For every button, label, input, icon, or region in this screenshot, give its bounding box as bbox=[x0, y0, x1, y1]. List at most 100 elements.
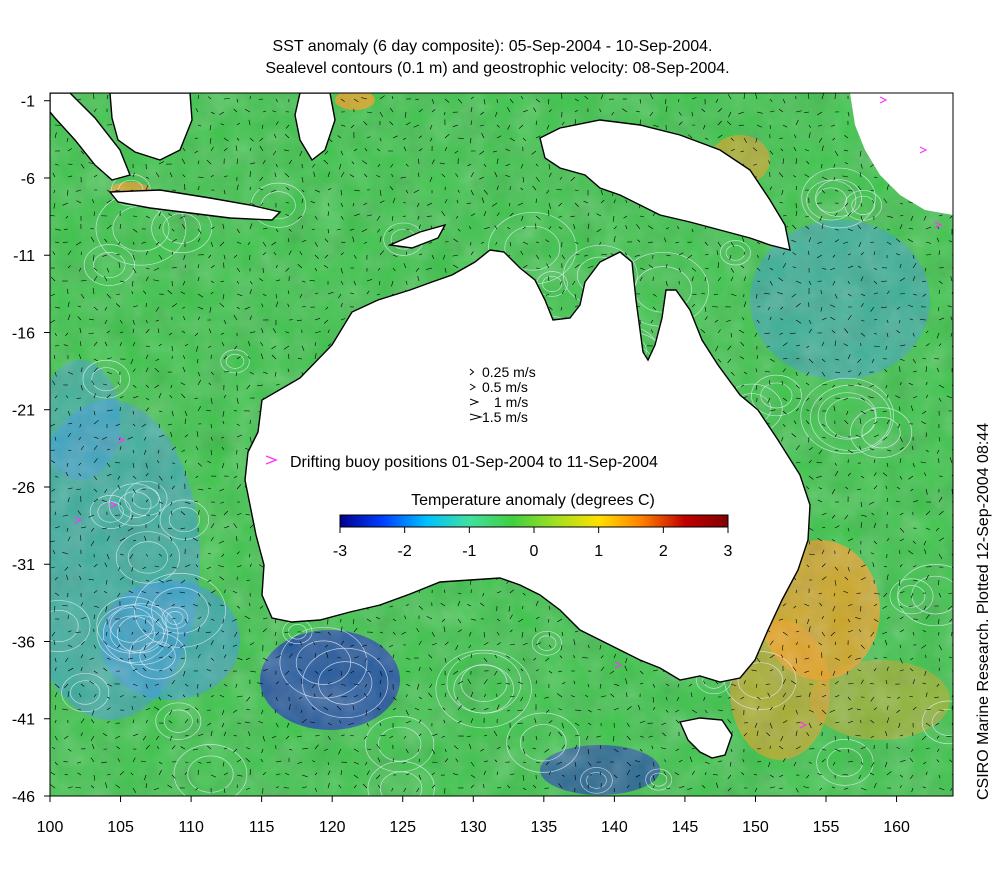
velocity-arrow bbox=[323, 706, 329, 711]
velocity-arrow bbox=[366, 136, 371, 139]
velocity-arrow bbox=[158, 254, 163, 260]
velocity-arrow bbox=[353, 748, 359, 752]
velocity-arrow bbox=[455, 215, 459, 219]
velocity-arrow bbox=[338, 163, 342, 170]
velocity-arrow bbox=[522, 264, 528, 269]
velocity-arrow bbox=[439, 162, 446, 165]
velocity-arrow bbox=[496, 746, 501, 750]
velocity-arrow bbox=[431, 761, 438, 764]
velocity-arrow bbox=[544, 748, 550, 753]
velocity-arrow bbox=[793, 605, 797, 609]
velocity-arrow bbox=[922, 280, 927, 283]
velocity-arrow bbox=[717, 277, 722, 282]
velocity-arrow bbox=[444, 641, 449, 646]
sealevel-contour bbox=[108, 483, 162, 527]
velocity-arrow bbox=[210, 618, 215, 621]
velocity-arrow bbox=[805, 774, 810, 779]
velocity-arrow bbox=[832, 670, 836, 676]
velocity-arrow bbox=[678, 252, 684, 256]
velocity-arrow bbox=[713, 293, 719, 296]
velocity-arrow bbox=[413, 189, 420, 194]
velocity-arrow bbox=[418, 108, 423, 113]
velocity-arrow bbox=[207, 552, 212, 555]
velocity-arrow bbox=[106, 774, 111, 776]
velocity-arrow bbox=[938, 667, 940, 672]
velocity-arrow bbox=[806, 371, 810, 376]
velocity-arrow bbox=[132, 787, 137, 793]
velocity-arrow bbox=[171, 745, 176, 750]
velocity-arrow bbox=[353, 280, 356, 286]
velocity-arrow bbox=[795, 709, 798, 715]
velocity-arrow bbox=[80, 683, 85, 687]
velocity-arrow bbox=[548, 109, 552, 113]
velocity-arrow bbox=[899, 263, 902, 269]
sealevel-contour bbox=[531, 630, 562, 656]
velocity-arrow bbox=[145, 683, 148, 689]
velocity-arrow bbox=[353, 213, 360, 217]
velocity-arrow bbox=[639, 98, 642, 104]
velocity-arrow bbox=[247, 356, 251, 360]
velocity-arrow bbox=[454, 150, 459, 154]
velocity-arrow bbox=[244, 109, 251, 113]
velocity-arrow bbox=[583, 200, 589, 204]
velocity-arrow bbox=[522, 642, 528, 646]
velocity-arrow bbox=[158, 434, 165, 438]
velocity-arrow bbox=[210, 291, 214, 295]
velocity-arrow bbox=[871, 358, 875, 364]
velocity-arrow bbox=[145, 472, 149, 477]
velocity-arrow bbox=[53, 605, 56, 612]
velocity-arrow bbox=[651, 745, 654, 750]
velocity-arrow bbox=[467, 679, 472, 685]
velocity-arrow bbox=[781, 380, 784, 386]
velocity-arrow bbox=[431, 748, 436, 755]
sealevel-contour bbox=[826, 747, 863, 777]
velocity-arrow bbox=[195, 787, 199, 791]
velocity-arrow bbox=[842, 773, 849, 776]
velocity-arrow bbox=[78, 693, 82, 698]
velocity-arrow bbox=[91, 380, 95, 386]
velocity-arrow bbox=[896, 330, 901, 334]
velocity-arrow bbox=[882, 436, 888, 441]
velocity-arrow bbox=[353, 98, 359, 103]
velocity-arrow bbox=[924, 670, 927, 676]
velocity-arrow bbox=[145, 499, 149, 503]
velocity-arrow bbox=[145, 185, 149, 191]
velocity-legend-label: 0.25 m/s bbox=[482, 364, 536, 380]
velocity-arrow bbox=[756, 254, 759, 258]
velocity-arrow bbox=[67, 644, 73, 648]
velocity-arrow bbox=[93, 475, 97, 480]
velocity-arrow bbox=[431, 643, 437, 646]
velocity-arrow bbox=[808, 328, 812, 334]
velocity-arrow bbox=[793, 146, 797, 152]
sealevel-contour bbox=[911, 575, 953, 615]
sealevel-contour bbox=[302, 647, 389, 719]
velocity-arrow bbox=[831, 329, 836, 334]
velocity-arrow bbox=[340, 252, 344, 256]
velocity-arrow bbox=[778, 172, 784, 178]
velocity-arrow bbox=[808, 722, 812, 729]
velocity-arrow bbox=[119, 280, 125, 283]
velocity-arrow bbox=[792, 666, 797, 672]
velocity-arrow bbox=[180, 527, 186, 530]
velocity-arrow bbox=[885, 679, 888, 685]
velocity-arrow bbox=[103, 667, 108, 672]
velocity-arrow bbox=[106, 267, 110, 273]
velocity-arrow bbox=[114, 462, 121, 464]
velocity-arrow bbox=[805, 420, 810, 425]
velocity-arrow bbox=[326, 652, 329, 659]
velocity-arrow bbox=[717, 108, 723, 113]
velocity-arrow bbox=[210, 590, 216, 594]
velocity-arrow bbox=[912, 631, 915, 636]
sealevel-contour bbox=[897, 564, 953, 627]
velocity-arrow bbox=[104, 562, 108, 568]
velocity-arrow bbox=[570, 215, 576, 218]
velocity-arrow bbox=[847, 707, 853, 711]
velocity-arrow bbox=[857, 669, 862, 672]
velocity-arrow bbox=[153, 706, 160, 711]
sealevel-contour bbox=[115, 531, 180, 584]
velocity-arrow bbox=[142, 667, 147, 672]
velocity-arrow bbox=[249, 254, 251, 261]
velocity-arrow bbox=[430, 137, 433, 142]
velocity-arrow bbox=[349, 174, 355, 178]
velocity-arrow bbox=[665, 106, 668, 113]
